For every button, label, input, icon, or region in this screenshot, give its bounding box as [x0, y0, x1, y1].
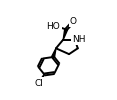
Text: NH: NH — [72, 35, 86, 44]
Text: Cl: Cl — [34, 79, 43, 88]
Text: O: O — [70, 17, 77, 26]
Polygon shape — [52, 48, 56, 57]
Text: HO: HO — [47, 22, 60, 31]
Polygon shape — [63, 29, 68, 40]
